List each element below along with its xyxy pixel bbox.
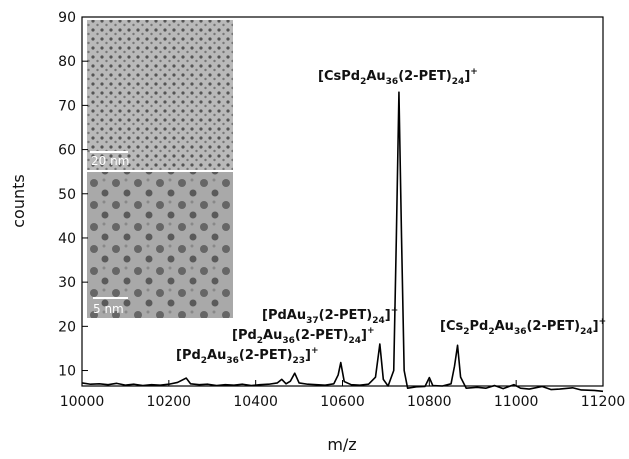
y-tick-label: 90 <box>58 10 76 26</box>
x-tick-label: 10400 <box>233 394 278 410</box>
scale-label: 5 nm <box>93 302 124 316</box>
y-tick-label: 30 <box>58 275 76 291</box>
x-tick-label: 10000 <box>60 394 105 410</box>
y-axis-title: counts <box>9 174 28 227</box>
y-tick-label: 10 <box>58 364 76 380</box>
peak-annotation: [Pd2Au36(2-PET)23]+ <box>176 346 319 366</box>
peak-annotation: [CsPd2Au36(2-PET)24]+ <box>318 67 478 87</box>
y-tick-label: 50 <box>58 187 76 203</box>
tem-image-top <box>87 20 233 170</box>
x-tick-label: 11200 <box>581 394 626 410</box>
x-tick-label: 10600 <box>320 394 365 410</box>
inset: 20 nm 5 nm <box>87 20 233 318</box>
spectrum-line <box>81 91 604 393</box>
y-tick-label: 80 <box>58 54 76 70</box>
x-tick-label: 11000 <box>494 394 539 410</box>
peak-annotation: [PdAu37(2-PET)24]+ <box>262 306 398 326</box>
y-tick-label: 60 <box>58 143 76 159</box>
y-tick-label: 20 <box>58 319 76 335</box>
x-tick-label: 10800 <box>407 394 452 410</box>
peak-annotation: [Cs2Pd2Au36(2-PET)24]+ <box>440 317 606 337</box>
x-axis-title: m/z <box>327 435 356 454</box>
plot-frame <box>81 16 604 387</box>
tem-image-bottom <box>87 172 233 318</box>
y-tick-label: 70 <box>58 98 76 114</box>
y-tick-label: 40 <box>58 231 76 247</box>
peak-annotation: [Pd2Au36(2-PET)24]+ <box>232 326 375 346</box>
scale-label: 20 nm <box>91 154 129 168</box>
x-tick-label: 10200 <box>147 394 192 410</box>
